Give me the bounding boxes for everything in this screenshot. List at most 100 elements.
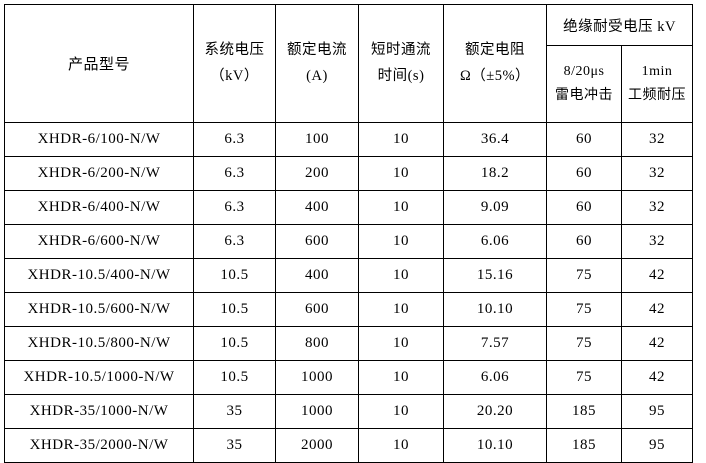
cell-power-freq: 42 — [620, 360, 694, 395]
cell-power-freq: 42 — [620, 292, 694, 327]
header-cell-insulation-group: 绝缘耐受电压 kV — [545, 4, 694, 46]
cell-rated-resistance: 6.06 — [443, 360, 547, 395]
cell-model: XHDR-6/200-N/W — [4, 156, 194, 191]
header-system-voltage-line1: 系统电压 — [204, 42, 265, 59]
cell-rated-current: 200 — [275, 156, 359, 191]
cell-short-time: 10 — [358, 394, 444, 429]
header-system-voltage-line2: （kV） — [210, 67, 259, 84]
cell-rated-resistance: 6.06 — [443, 224, 547, 259]
cell-short-time: 10 — [358, 292, 444, 327]
cell-rated-current: 600 — [275, 292, 359, 327]
cell-rated-resistance: 7.57 — [443, 326, 547, 361]
table-row: XHDR-6/100-N/W 6.3 100 10 36.4 60 32 — [4, 122, 694, 157]
cell-rated-current: 400 — [275, 190, 359, 225]
cell-model: XHDR-10.5/1000-N/W — [4, 360, 194, 395]
cell-rated-resistance: 20.20 — [443, 394, 547, 429]
cell-impulse: 75 — [546, 292, 622, 327]
cell-impulse: 185 — [546, 394, 622, 429]
header-rated-current-line2: (A) — [306, 67, 328, 84]
cell-rated-current: 100 — [275, 122, 359, 157]
header-cell-power-frequency: 1min 工频耐压 — [620, 45, 694, 123]
table-header: 产品型号 系统电压 （kV） 额定电流 (A) 短时通流 时间(s) 额定电阻 … — [4, 4, 694, 123]
cell-short-time: 10 — [358, 360, 444, 395]
header-short-time-line2: 时间(s) — [377, 67, 425, 84]
cell-model: XHDR-35/1000-N/W — [4, 394, 194, 429]
cell-rated-current: 400 — [275, 258, 359, 293]
cell-impulse: 60 — [546, 190, 622, 225]
cell-rated-current: 2000 — [275, 428, 359, 463]
cell-power-freq: 42 — [620, 326, 694, 361]
header-cell-rated-current: 额定电流 (A) — [275, 4, 359, 123]
cell-short-time: 10 — [358, 156, 444, 191]
cell-impulse: 75 — [546, 326, 622, 361]
product-specification-table: 产品型号 系统电压 （kV） 额定电流 (A) 短时通流 时间(s) 额定电阻 … — [4, 4, 694, 463]
table-row: XHDR-10.5/400-N/W 10.5 400 10 15.16 75 42 — [4, 258, 694, 293]
table-row: XHDR-10.5/1000-N/W 10.5 1000 10 6.06 75 42 — [4, 360, 694, 395]
table-row: XHDR-10.5/800-N/W 10.5 800 10 7.57 75 42 — [4, 326, 694, 361]
cell-power-freq: 32 — [620, 156, 694, 191]
header-impulse-line2: 雷电冲击 — [555, 88, 613, 103]
header-cell-short-time-current: 短时通流 时间(s) — [358, 4, 444, 123]
cell-system-voltage: 35 — [193, 394, 276, 429]
cell-system-voltage: 10.5 — [193, 326, 276, 361]
header-insulation-group-label: 绝缘耐受电压 kV — [563, 18, 676, 35]
cell-rated-current: 800 — [275, 326, 359, 361]
cell-rated-resistance: 10.10 — [443, 428, 547, 463]
cell-system-voltage: 10.5 — [193, 258, 276, 293]
header-row-top: 产品型号 系统电压 （kV） 额定电流 (A) 短时通流 时间(s) 额定电阻 … — [4, 4, 694, 123]
cell-system-voltage: 35 — [193, 428, 276, 463]
cell-short-time: 10 — [358, 428, 444, 463]
cell-rated-current: 1000 — [275, 360, 359, 395]
cell-model: XHDR-10.5/600-N/W — [4, 292, 194, 327]
cell-impulse: 75 — [546, 258, 622, 293]
cell-power-freq: 95 — [620, 394, 694, 429]
header-power-freq-line2: 工频耐压 — [628, 88, 686, 103]
table-row: XHDR-6/600-N/W 6.3 600 10 6.06 60 32 — [4, 224, 694, 259]
cell-impulse: 60 — [546, 224, 622, 259]
cell-model: XHDR-10.5/400-N/W — [4, 258, 194, 293]
cell-short-time: 10 — [358, 122, 444, 157]
table-row: XHDR-6/400-N/W 6.3 400 10 9.09 60 32 — [4, 190, 694, 225]
cell-rated-resistance: 10.10 — [443, 292, 547, 327]
cell-model: XHDR-6/600-N/W — [4, 224, 194, 259]
cell-system-voltage: 6.3 — [193, 190, 276, 225]
cell-rated-current: 600 — [275, 224, 359, 259]
cell-system-voltage: 6.3 — [193, 156, 276, 191]
cell-impulse: 60 — [546, 122, 622, 157]
table-body: XHDR-6/100-N/W 6.3 100 10 36.4 60 32 XHDR-6/200… — [4, 122, 694, 463]
header-cell-model: 产品型号 — [4, 4, 194, 123]
cell-system-voltage: 6.3 — [193, 224, 276, 259]
cell-short-time: 10 — [358, 326, 444, 361]
cell-power-freq: 32 — [620, 122, 694, 157]
cell-power-freq: 42 — [620, 258, 694, 293]
cell-model: XHDR-35/2000-N/W — [4, 428, 194, 463]
cell-power-freq: 32 — [620, 224, 694, 259]
header-rated-resistance-line1: 额定电阻 — [465, 42, 525, 59]
cell-short-time: 10 — [358, 224, 444, 259]
cell-rated-resistance: 36.4 — [443, 122, 547, 157]
cell-system-voltage: 6.3 — [193, 122, 276, 157]
cell-rated-resistance: 9.09 — [443, 190, 547, 225]
cell-model: XHDR-10.5/800-N/W — [4, 326, 194, 361]
cell-power-freq: 95 — [620, 428, 694, 463]
header-cell-system-voltage: 系统电压 （kV） — [193, 4, 276, 123]
table-row: XHDR-35/2000-N/W 35 2000 10 10.10 185 95 — [4, 428, 694, 463]
cell-model: XHDR-6/400-N/W — [4, 190, 194, 225]
cell-rated-resistance: 15.16 — [443, 258, 547, 293]
cell-system-voltage: 10.5 — [193, 360, 276, 395]
header-cell-rated-resistance: 额定电阻 Ω（±5%） — [443, 4, 547, 123]
table-row: XHDR-35/1000-N/W 35 1000 10 20.20 185 95 — [4, 394, 694, 429]
cell-model: XHDR-6/100-N/W — [4, 122, 194, 157]
cell-rated-resistance: 18.2 — [443, 156, 547, 191]
header-rated-current-line1: 额定电流 — [287, 42, 347, 59]
table-row: XHDR-10.5/600-N/W 10.5 600 10 10.10 75 42 — [4, 292, 694, 327]
header-rated-resistance-line2: Ω（±5%） — [459, 67, 531, 84]
cell-rated-current: 1000 — [275, 394, 359, 429]
cell-impulse: 60 — [546, 156, 622, 191]
header-cell-lightning-impulse: 8/20μs 雷电冲击 — [546, 45, 622, 123]
header-power-freq-line1: 1min — [641, 64, 673, 80]
table-row: XHDR-6/200-N/W 6.3 200 10 18.2 60 32 — [4, 156, 694, 191]
header-model-label: 产品型号 — [67, 57, 130, 73]
cell-system-voltage: 10.5 — [193, 292, 276, 327]
cell-impulse: 75 — [546, 360, 622, 395]
